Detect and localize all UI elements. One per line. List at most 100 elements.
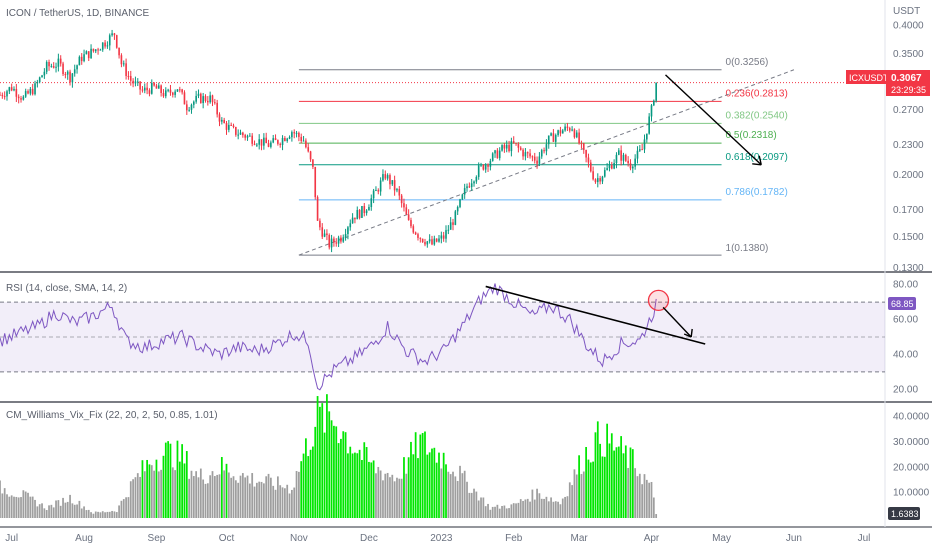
- time-axis[interactable]: Jul Aug Sep Oct Nov Dec 2023 Feb Mar Apr May Jun Jul: [5, 533, 870, 544]
- candle-body[interactable]: [561, 130, 564, 134]
- vix-bar[interactable]: [78, 500, 81, 518]
- candle-body[interactable]: [431, 239, 433, 245]
- vix-bar[interactable]: [370, 462, 373, 518]
- vix-bar[interactable]: [87, 509, 90, 518]
- candle-body[interactable]: [531, 156, 534, 158]
- candle-body[interactable]: [475, 176, 478, 182]
- candle-body[interactable]: [510, 141, 513, 152]
- candle-body[interactable]: [498, 150, 501, 159]
- rsi-highlight-circle[interactable]: [647, 289, 670, 312]
- candle-body[interactable]: [314, 166, 317, 198]
- vix-bar[interactable]: [162, 455, 165, 518]
- candle-body[interactable]: [445, 230, 447, 239]
- candle-body[interactable]: [64, 74, 67, 76]
- vix-bar[interactable]: [419, 434, 422, 518]
- vix-bar[interactable]: [248, 483, 251, 518]
- candle-body[interactable]: [330, 238, 333, 248]
- vix-bar[interactable]: [218, 474, 221, 518]
- vix-bar[interactable]: [337, 443, 340, 518]
- vix-bar[interactable]: [526, 498, 529, 518]
- candle-body[interactable]: [251, 135, 254, 144]
- candle-body[interactable]: [419, 237, 422, 239]
- candle-body[interactable]: [237, 134, 239, 136]
- candle-body[interactable]: [153, 82, 155, 86]
- vix-bar[interactable]: [622, 453, 625, 518]
- vix-bar[interactable]: [636, 476, 639, 518]
- vix-bar[interactable]: [209, 475, 212, 518]
- vix-bar[interactable]: [568, 482, 571, 518]
- vix-bar[interactable]: [80, 508, 83, 518]
- candle-body[interactable]: [132, 80, 134, 84]
- vix-bar[interactable]: [592, 461, 594, 518]
- candle-body[interactable]: [223, 119, 225, 124]
- vix-bar[interactable]: [368, 461, 370, 518]
- candle-body[interactable]: [428, 239, 431, 242]
- candle-body[interactable]: [533, 156, 536, 161]
- candle-body[interactable]: [459, 199, 461, 208]
- vix-pane[interactable]: 40.0000 30.0000 20.0000 10.0000: [0, 394, 930, 518]
- vix-bar[interactable]: [314, 426, 317, 518]
- vix-bar[interactable]: [440, 468, 443, 518]
- candle-body[interactable]: [160, 85, 162, 94]
- candle-body[interactable]: [391, 180, 394, 185]
- vix-bar[interactable]: [171, 467, 174, 518]
- candle-body[interactable]: [253, 143, 256, 145]
- vix-bar[interactable]: [27, 492, 29, 518]
- candle-body[interactable]: [655, 82, 657, 101]
- vix-bar[interactable]: [529, 501, 531, 518]
- vix-bar[interactable]: [552, 501, 555, 518]
- candle-body[interactable]: [517, 143, 520, 148]
- vix-bar[interactable]: [484, 506, 487, 518]
- vix-bar[interactable]: [251, 473, 254, 518]
- candle-body[interactable]: [20, 98, 22, 100]
- candle-body[interactable]: [379, 180, 382, 192]
- candle-body[interactable]: [648, 116, 650, 134]
- vix-bar[interactable]: [475, 491, 478, 518]
- vix-bar[interactable]: [307, 456, 310, 518]
- candle-body[interactable]: [188, 109, 190, 111]
- candle-body[interactable]: [536, 160, 538, 164]
- candle-body[interactable]: [547, 135, 550, 145]
- vix-bar[interactable]: [449, 474, 452, 518]
- candle-body[interactable]: [216, 102, 218, 115]
- vix-bar[interactable]: [43, 508, 46, 518]
- vix-bar[interactable]: [237, 482, 240, 518]
- candle-body[interactable]: [57, 58, 60, 67]
- rsi-projection-arrow[interactable]: [662, 306, 692, 338]
- vix-bar[interactable]: [220, 457, 223, 518]
- vix-bar[interactable]: [55, 500, 57, 518]
- candle-body[interactable]: [433, 238, 436, 245]
- vix-bar[interactable]: [349, 446, 352, 518]
- vix-bar[interactable]: [319, 406, 321, 518]
- vix-bar[interactable]: [645, 479, 648, 518]
- candle-body[interactable]: [50, 66, 53, 68]
- candle-body[interactable]: [624, 154, 627, 161]
- candle-body[interactable]: [176, 89, 179, 92]
- vix-bar[interactable]: [610, 433, 613, 518]
- candle-body[interactable]: [627, 160, 629, 164]
- candle-body[interactable]: [592, 171, 594, 180]
- candle-body[interactable]: [113, 33, 116, 36]
- candle-body[interactable]: [566, 126, 569, 129]
- candle-body[interactable]: [284, 137, 286, 142]
- vix-bar[interactable]: [650, 481, 653, 518]
- vix-bar[interactable]: [281, 487, 284, 518]
- vix-bar[interactable]: [638, 473, 641, 518]
- candle-body[interactable]: [62, 63, 64, 75]
- candle-body[interactable]: [125, 63, 127, 76]
- candle-body[interactable]: [169, 89, 172, 93]
- candle-body[interactable]: [17, 96, 20, 99]
- vix-bar[interactable]: [377, 466, 380, 518]
- price-projection-arrow[interactable]: [665, 74, 762, 166]
- candle-body[interactable]: [426, 241, 429, 245]
- candle-body[interactable]: [36, 82, 39, 84]
- candle-body[interactable]: [613, 163, 615, 169]
- vix-bar[interactable]: [181, 444, 184, 518]
- vix-bar[interactable]: [298, 471, 300, 518]
- candle-body[interactable]: [603, 170, 606, 177]
- candle-body[interactable]: [333, 238, 335, 243]
- candle-body[interactable]: [344, 234, 347, 238]
- candle-body[interactable]: [288, 137, 291, 139]
- vix-bar[interactable]: [550, 497, 552, 518]
- candle-body[interactable]: [410, 220, 412, 227]
